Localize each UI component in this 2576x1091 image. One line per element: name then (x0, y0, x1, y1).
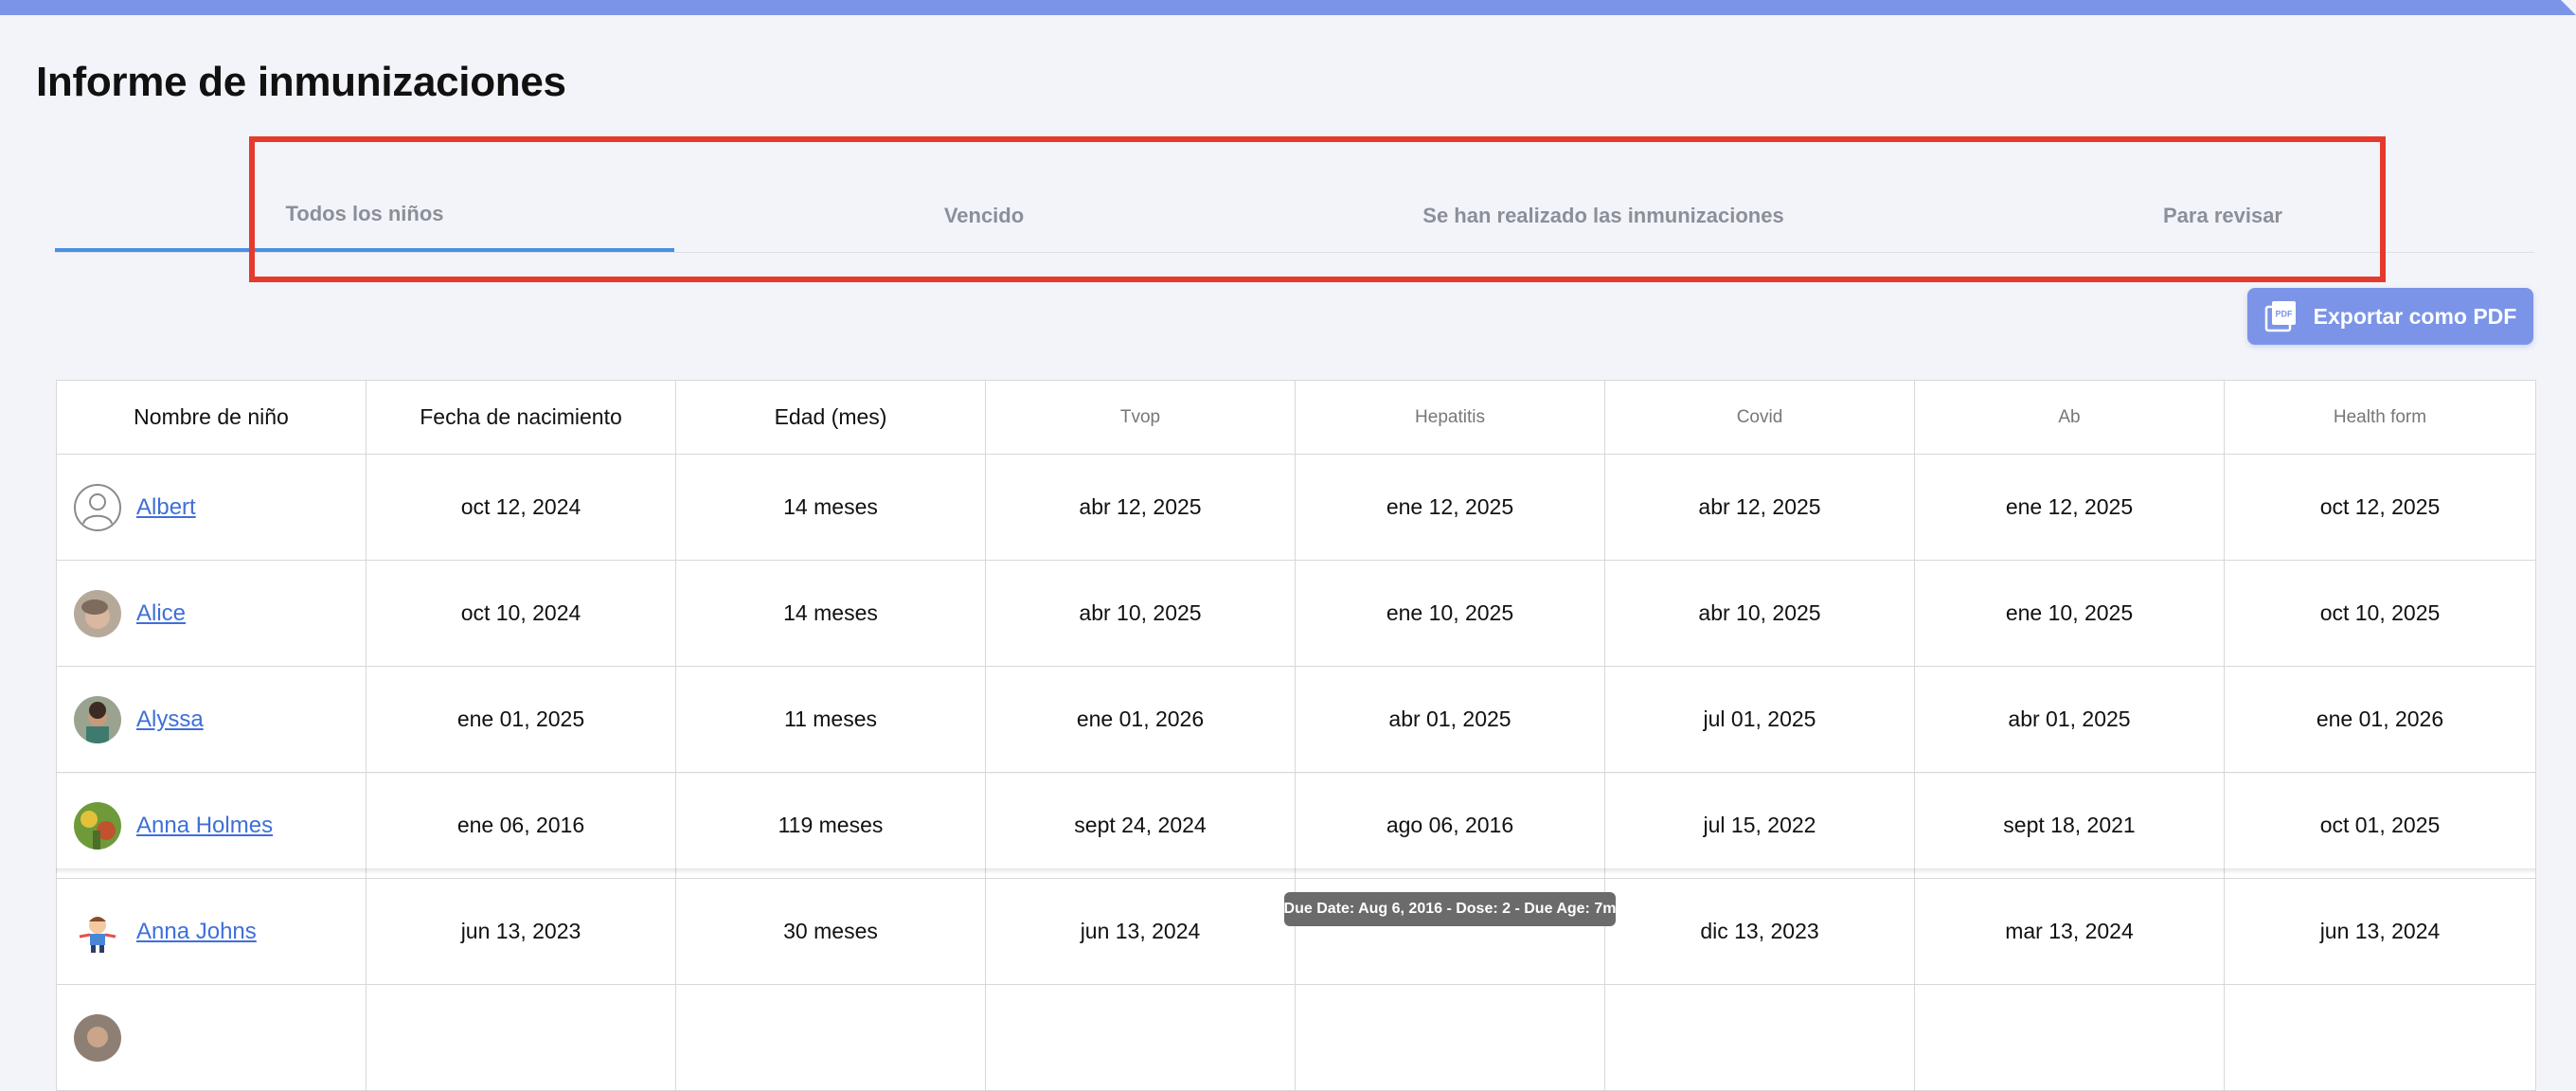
child-name-cell: Albert (56, 454, 367, 561)
vaccine-date-cell[interactable]: sept 24, 2024 (985, 772, 1296, 879)
child-profile-link[interactable]: Albert (136, 493, 196, 520)
age-cell: 30 meses (675, 878, 986, 985)
child-profile-link[interactable]: Anna Johns (136, 918, 257, 944)
immunization-table: Nombre de niño Fecha de nacimiento Edad … (56, 380, 2536, 1091)
vaccine-date-cell[interactable]: ene 10, 2025 (1914, 560, 2225, 667)
vaccine-date-cell[interactable]: abr 12, 2025 (1604, 454, 1915, 561)
birth-date-cell: ene 06, 2016 (366, 772, 676, 879)
vaccine-date-cell[interactable] (1914, 984, 2225, 1091)
column-header-vaccine: Health form (2224, 380, 2536, 455)
vaccine-date-cell[interactable]: jun 13, 2024 (985, 878, 1296, 985)
table-header-row: Nombre de niño Fecha de nacimiento Edad … (56, 380, 2536, 455)
vaccine-date-cell[interactable]: abr 10, 2025 (985, 560, 1296, 667)
child-profile-link[interactable]: Alyssa (136, 706, 204, 732)
column-header-vaccine: Hepatitis (1295, 380, 1605, 455)
vaccine-date-cell[interactable]: ago 06, 2016 (1295, 772, 1605, 879)
vaccine-date-cell[interactable]: ene 10, 2025 (1295, 560, 1605, 667)
vaccine-date-cell[interactable]: abr 01, 2025 (1295, 666, 1605, 773)
vaccine-date-cell[interactable]: jul 01, 2025 (1604, 666, 1915, 773)
vaccine-date-cell[interactable]: ene 01, 2026 (985, 666, 1296, 773)
age-cell: 119 meses (675, 772, 986, 879)
vaccine-date-cell[interactable]: ene 01, 2026 (2224, 666, 2536, 773)
table-row (56, 984, 2536, 1091)
vaccine-date-cell[interactable]: jul 15, 2022 (1604, 772, 1915, 879)
tab-overdue[interactable]: Vencido (943, 204, 1025, 227)
column-header-birth-date[interactable]: Fecha de nacimiento (366, 380, 676, 455)
table-row: Alice oct 10, 2024 14 meses abr 10, 2025… (56, 560, 2536, 667)
vaccine-date-cell[interactable] (2224, 984, 2536, 1091)
report-tabs: Todos los niños Vencido Se han realizado… (55, 180, 2534, 253)
age-cell: 14 meses (675, 560, 986, 667)
child-name-cell: Anna Johns (56, 878, 367, 985)
table-row: Anna Holmes ene 06, 2016 119 meses sept … (56, 772, 2536, 879)
column-header-vaccine: Covid (1604, 380, 1915, 455)
top-accent-bar (0, 0, 2576, 15)
svg-text:PDF: PDF (2275, 310, 2293, 319)
export-pdf-label: Exportar como PDF (2313, 303, 2517, 329)
birth-date-cell: jun 13, 2023 (366, 878, 676, 985)
vaccine-date-cell[interactable]: ene 12, 2025 (1295, 454, 1605, 561)
child-name-cell: Anna Holmes (56, 772, 367, 879)
child-photo-avatar (74, 695, 121, 743)
child-cartoon-avatar (74, 907, 121, 956)
vaccine-date-cell[interactable] (985, 984, 1296, 1091)
page-title: Informe de inmunizaciones (36, 59, 566, 105)
age-cell: 11 meses (675, 666, 986, 773)
top-bar-corner (2561, 0, 2576, 15)
vaccine-date-cell[interactable]: jun 13, 2024 (2224, 878, 2536, 985)
default-user-avatar-icon (74, 483, 121, 531)
vaccine-date-cell[interactable]: abr 12, 2025 (985, 454, 1296, 561)
birth-date-cell: ene 01, 2025 (366, 666, 676, 773)
birth-date-cell: oct 12, 2024 (366, 454, 676, 561)
column-header-child-name[interactable]: Nombre de niño (56, 380, 367, 455)
pdf-icon: PDF (2264, 300, 2297, 332)
age-cell (675, 984, 986, 1091)
child-photo-avatar (74, 589, 121, 637)
child-name-cell: Alyssa (56, 666, 367, 773)
child-photo-avatar (74, 1013, 121, 1062)
table-row: Alyssa ene 01, 2025 11 meses ene 01, 202… (56, 666, 2536, 773)
column-header-age[interactable]: Edad (mes) (675, 380, 986, 455)
vaccine-date-cell[interactable]: abr 01, 2025 (1914, 666, 2225, 773)
vaccine-date-cell[interactable]: oct 01, 2025 (2224, 772, 2536, 879)
vaccine-date-cell[interactable]: abr 10, 2025 (1604, 560, 1915, 667)
vaccine-due-tooltip: Due Date: Aug 6, 2016 - Dose: 2 - Due Ag… (1284, 892, 1616, 926)
age-cell: 14 meses (675, 454, 986, 561)
export-pdf-button[interactable]: PDF Exportar como PDF (2247, 288, 2533, 345)
table-row: Anna Johns jun 13, 2023 30 meses jun 13,… (56, 878, 2536, 985)
child-photo-avatar (74, 801, 121, 850)
tab-to-review[interactable]: Para revisar (2163, 204, 2282, 227)
row-hover-shadow (56, 868, 2535, 874)
vaccine-date-cell[interactable]: sept 18, 2021 (1914, 772, 2225, 879)
column-header-vaccine: Tvop (985, 380, 1296, 455)
tab-completed[interactable]: Se han realizado las inmunizaciones (1422, 204, 1784, 227)
birth-date-cell: oct 10, 2024 (366, 560, 676, 667)
column-header-vaccine: Ab (1914, 380, 2225, 455)
child-profile-link[interactable]: Alice (136, 599, 187, 626)
vaccine-date-cell[interactable]: oct 12, 2025 (2224, 454, 2536, 561)
child-name-cell: Alice (56, 560, 367, 667)
tab-all-children[interactable]: Todos los niños (55, 180, 674, 252)
vaccine-date-cell[interactable] (1604, 984, 1915, 1091)
child-profile-link[interactable]: Anna Holmes (136, 812, 274, 838)
vaccine-date-cell[interactable]: mar 13, 2024 (1914, 878, 2225, 985)
vaccine-date-cell[interactable]: oct 10, 2025 (2224, 560, 2536, 667)
vaccine-date-cell[interactable]: dic 13, 2023 (1604, 878, 1915, 985)
vaccine-date-cell[interactable]: ene 12, 2025 (1914, 454, 2225, 561)
birth-date-cell (366, 984, 676, 1091)
child-name-cell (56, 984, 367, 1091)
vaccine-date-cell[interactable] (1295, 984, 1605, 1091)
table-row: Albert oct 12, 2024 14 meses abr 12, 202… (56, 454, 2536, 561)
